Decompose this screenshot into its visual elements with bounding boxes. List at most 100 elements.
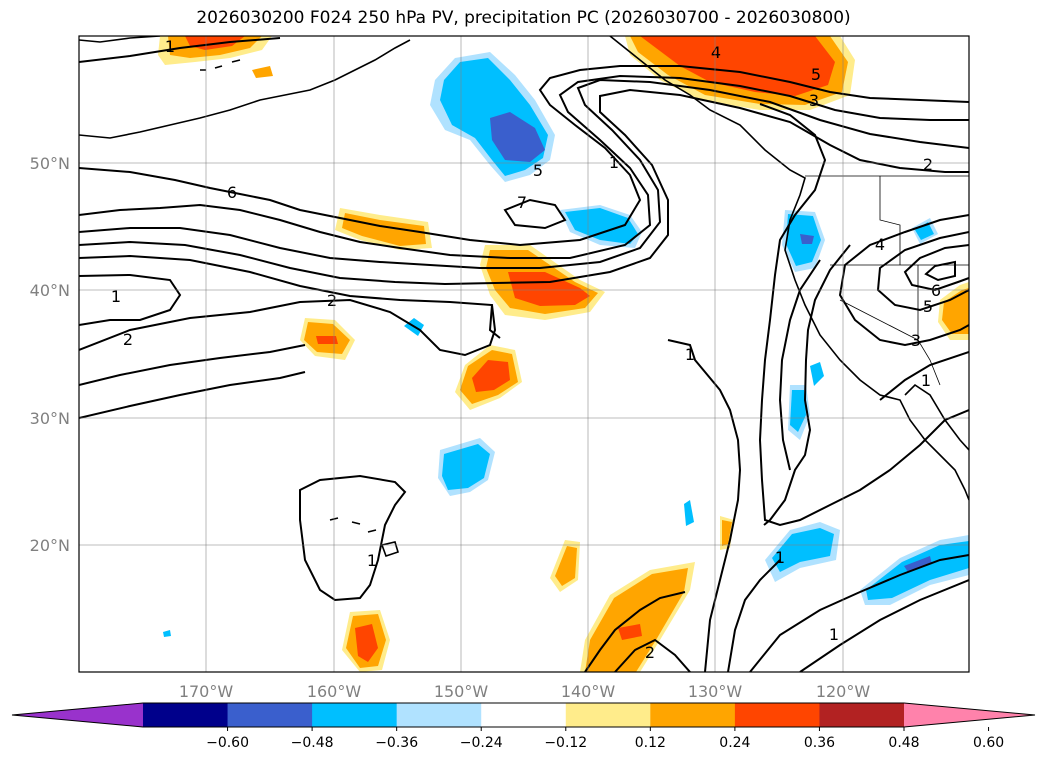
pv-contour-label: 1 <box>775 548 785 567</box>
precip-positive-area <box>555 546 577 586</box>
lon-tick-labels: 170°W 160°W 150°W 140°W 130°W 120°W <box>179 682 871 701</box>
pv-contour <box>758 103 969 527</box>
precip-positive-area <box>508 272 590 306</box>
lon-tick-label: 120°W <box>816 682 871 701</box>
precip-positive-area <box>252 66 273 78</box>
pv-contour-label: 4 <box>875 235 885 254</box>
pv-contour <box>79 344 306 386</box>
pv-contour <box>584 591 686 672</box>
colorbar-extend-max <box>904 703 1035 727</box>
pv-contour <box>763 244 851 526</box>
pv-contour-label: 1 <box>921 371 931 390</box>
pv-contours <box>79 37 969 672</box>
pv-contour-label: 1 <box>165 37 175 56</box>
pv-contour <box>79 371 306 419</box>
figure-title: 2026030200 F024 250 hPa PV, precipitatio… <box>196 8 851 28</box>
precip-negative-area <box>790 390 806 432</box>
pv-contour <box>79 65 969 247</box>
pv-contour-label: 5 <box>923 297 933 316</box>
pv-contour-label: 5 <box>533 161 543 180</box>
pv-contour-label: 6 <box>227 183 237 202</box>
pv-contour <box>924 260 956 282</box>
pv-contour <box>299 474 407 602</box>
colorbar-segment <box>819 703 905 727</box>
pv-contour <box>667 339 742 672</box>
lon-tick-label: 160°W <box>307 682 362 701</box>
precip-negative-area <box>800 234 814 244</box>
political-borders <box>805 175 969 386</box>
lon-tick-label: 150°W <box>434 682 489 701</box>
colorbar-segment <box>734 703 820 727</box>
precip-negative-area <box>442 444 490 490</box>
pv-contour <box>79 273 182 326</box>
colorbar-segment <box>396 703 482 727</box>
precip-positive-area <box>316 336 338 344</box>
precip-negative-area <box>163 630 171 637</box>
precip-positive-area <box>472 360 510 392</box>
coastline-baja <box>904 383 969 451</box>
colorbar-tick-label: 0.60 <box>973 735 1004 751</box>
pv-contour-label: 2 <box>327 291 337 310</box>
coastline-alaska-peninsula <box>79 39 411 139</box>
colorbar-segment <box>481 703 567 727</box>
pv-contour <box>79 298 497 357</box>
colorbar-extend-min <box>12 703 143 727</box>
pv-contour-label: 7 <box>517 193 527 212</box>
pv-contour-label: 3 <box>911 331 921 350</box>
precip-shading <box>158 36 969 672</box>
lat-tick-labels: 50°N 40°N 30°N 20°N <box>30 154 70 555</box>
pv-contour-label: 2 <box>645 643 655 662</box>
lon-tick-label: 140°W <box>561 682 616 701</box>
pv-contour-label: 1 <box>829 625 839 644</box>
precip-negative-area <box>904 556 932 572</box>
lat-tick-label: 50°N <box>30 154 70 173</box>
aleutian-islands <box>200 59 241 71</box>
pv-contour-labels: 1 4 5 3 1 5 2 6 7 4 1 2 6 5 2 3 1 1 1 1 … <box>111 37 941 662</box>
pv-contour-label: 1 <box>685 345 695 364</box>
pv-contour <box>614 638 691 672</box>
precip-negative-area <box>866 541 969 600</box>
pv-contour <box>838 214 969 347</box>
gridlines <box>79 36 969 672</box>
precip-positive-area <box>722 520 732 546</box>
precip-positive-area <box>355 624 378 662</box>
precip-negative-area <box>772 528 834 572</box>
lat-tick-label: 20°N <box>30 536 70 555</box>
pv-contour-label: 5 <box>811 65 821 84</box>
pv-contour-label: 2 <box>123 330 133 349</box>
lon-tick-label: 130°W <box>688 682 743 701</box>
map-frame <box>78 35 970 673</box>
pv-contour-label: 6 <box>931 281 941 300</box>
pv-contour <box>879 351 969 401</box>
pv-contour <box>749 554 969 672</box>
colorbar-tick-label: −0.24 <box>460 735 503 751</box>
colorbar: −0.60 −0.48 −0.36 −0.24 −0.12 0.12 0.24 0.36 0.4… <box>11 702 1036 751</box>
pv-contour-label: 4 <box>711 43 721 62</box>
lat-tick-label: 30°N <box>30 409 70 428</box>
pv-contour-label: 3 <box>809 91 819 110</box>
colorbar-segment <box>565 703 651 727</box>
colorbar-segment <box>227 703 313 727</box>
precip-negative-area <box>915 222 934 240</box>
pv-contour <box>79 254 501 339</box>
precip-positive-area <box>342 213 426 246</box>
colorbar-outline <box>11 702 1036 728</box>
precip-positive-area <box>585 568 688 672</box>
colorbar-tick-label: 0.24 <box>719 735 750 751</box>
precip-negative-area <box>810 362 824 386</box>
colorbar-tick-label: −0.60 <box>206 735 249 751</box>
precip-positive-area <box>618 624 642 640</box>
colorbar-tick-label: 0.48 <box>888 735 919 751</box>
colorbar-tick-label: −0.36 <box>375 735 418 751</box>
pv-contour-label: 1 <box>367 551 377 570</box>
pv-contour <box>79 74 969 259</box>
pv-contour <box>79 78 969 269</box>
colorbar-tick-label: 0.12 <box>635 735 666 751</box>
colorbar-tick-label: −0.12 <box>544 735 587 751</box>
lat-tick-label: 40°N <box>30 281 70 300</box>
pv-contour <box>903 244 969 292</box>
pv-contour-label: 1 <box>111 287 121 306</box>
pv-contour-label: 1 <box>609 153 619 172</box>
pv-contour <box>503 198 567 230</box>
colorbar-segment <box>312 703 398 727</box>
